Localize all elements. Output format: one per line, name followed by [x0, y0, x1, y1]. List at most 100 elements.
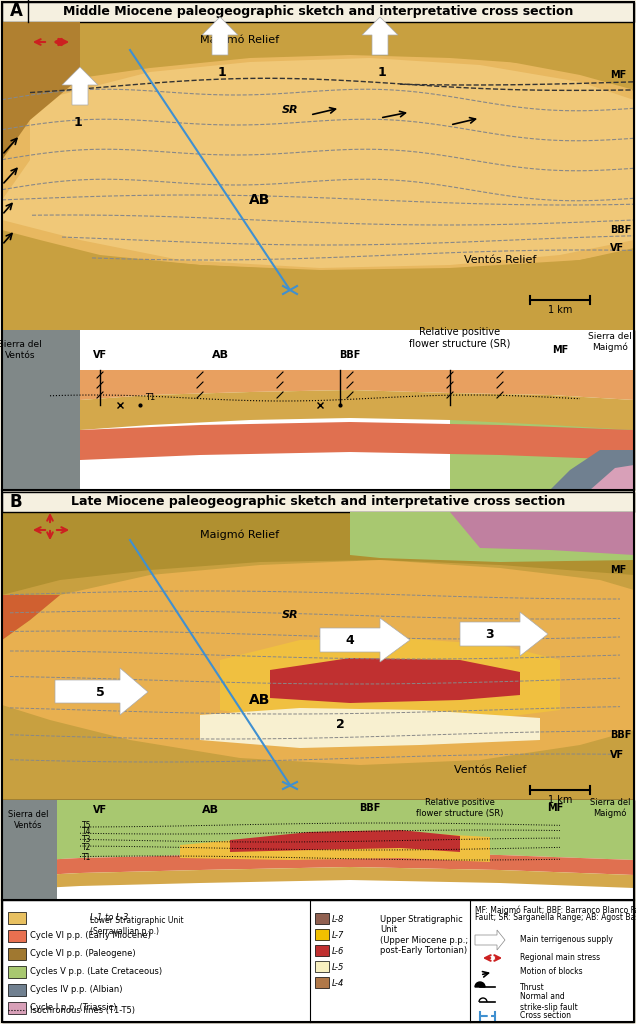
Polygon shape: [460, 612, 548, 656]
Bar: [8, 984, 26, 996]
Bar: [2, 330, 634, 490]
Polygon shape: [475, 930, 505, 950]
Text: Thrust: Thrust: [520, 982, 545, 991]
Text: Sierra del
Maigmó: Sierra del Maigmó: [590, 798, 630, 818]
Text: T4: T4: [82, 827, 92, 837]
Text: 1: 1: [74, 116, 83, 128]
Text: L-6: L-6: [332, 946, 344, 955]
Text: VF: VF: [610, 243, 624, 253]
Text: SR: SR: [282, 610, 298, 620]
Text: L-8: L-8: [332, 914, 344, 924]
Text: L-1 to L-3: L-1 to L-3: [90, 913, 128, 923]
Polygon shape: [200, 708, 540, 748]
Text: Cross section: Cross section: [520, 1012, 571, 1021]
Polygon shape: [2, 422, 634, 465]
Polygon shape: [450, 512, 634, 555]
Polygon shape: [270, 658, 520, 703]
Bar: [315, 977, 329, 988]
Text: AB: AB: [212, 350, 228, 360]
Polygon shape: [550, 450, 634, 490]
Polygon shape: [2, 867, 634, 890]
Polygon shape: [2, 800, 634, 862]
Polygon shape: [590, 465, 634, 490]
Bar: [315, 961, 329, 972]
Polygon shape: [362, 17, 398, 55]
Text: 2: 2: [336, 719, 344, 731]
Polygon shape: [450, 406, 634, 490]
Text: MF: MF: [610, 70, 626, 80]
Text: MF: MF: [610, 565, 626, 575]
Bar: [2, 492, 634, 512]
Bar: [2, 2, 634, 22]
Bar: [8, 966, 26, 978]
Text: Fault; SR: Sarganella Range; AB: Agost Basin: Fault; SR: Sarganella Range; AB: Agost B…: [475, 913, 636, 923]
Text: MF: MF: [552, 345, 568, 355]
Text: A: A: [10, 2, 22, 20]
Bar: [8, 948, 26, 961]
Text: AB: AB: [249, 193, 271, 207]
Bar: [2, 512, 634, 800]
Text: Sierra del
Ventós: Sierra del Ventós: [8, 810, 48, 829]
Text: Maigmó Relief: Maigmó Relief: [200, 35, 280, 45]
Text: Middle Miocene paleogeographic sketch and interpretative cross section: Middle Miocene paleogeographic sketch an…: [63, 4, 573, 17]
Text: Isochronous lines (T1-T5): Isochronous lines (T1-T5): [30, 1006, 135, 1015]
Text: Relative positive
flower structure (SR): Relative positive flower structure (SR): [417, 799, 504, 818]
Bar: [8, 930, 26, 942]
Wedge shape: [475, 982, 485, 987]
Text: Normal and
strike-slip fault: Normal and strike-slip fault: [520, 992, 577, 1012]
Bar: [8, 1002, 26, 1014]
Text: 1: 1: [378, 66, 387, 79]
Bar: [315, 913, 329, 924]
Text: 1 km: 1 km: [548, 305, 572, 315]
Text: Sierra del
Ventós: Sierra del Ventós: [0, 340, 42, 359]
Polygon shape: [180, 831, 490, 862]
Polygon shape: [350, 512, 634, 562]
Text: 1 km: 1 km: [548, 795, 572, 805]
Text: Ventós Relief: Ventós Relief: [464, 255, 536, 265]
Bar: [2, 900, 634, 1022]
Text: Motion of blocks: Motion of blocks: [520, 968, 583, 977]
Text: MF: Maigmó Fault; BBF: Barranco Blanco Fault; VF: Ventos: MF: Maigmó Fault; BBF: Barranco Blanco F…: [475, 905, 636, 914]
Text: Cycles V p.p. (Late Cretaceous): Cycles V p.p. (Late Cretaceous): [30, 968, 162, 977]
Polygon shape: [62, 67, 98, 105]
Text: 3: 3: [486, 628, 494, 640]
Text: VF: VF: [93, 805, 107, 815]
Text: BBF: BBF: [340, 350, 361, 360]
Polygon shape: [55, 668, 148, 715]
Text: AB: AB: [249, 693, 271, 707]
Text: B: B: [10, 493, 22, 511]
Polygon shape: [220, 638, 560, 725]
Polygon shape: [2, 852, 634, 877]
Text: T5: T5: [82, 820, 92, 829]
Text: 4: 4: [345, 634, 354, 646]
Text: BBF: BBF: [610, 730, 632, 740]
Text: Relative positive
flower structure (SR): Relative positive flower structure (SR): [410, 328, 511, 349]
Text: Late Miocene paleogeographic sketch and interpretative cross section: Late Miocene paleogeographic sketch and …: [71, 496, 565, 509]
Bar: [2, 800, 57, 900]
Text: MF: MF: [547, 803, 563, 813]
Text: Lower Stratigraphic Unit
(Serravallian p.p.): Lower Stratigraphic Unit (Serravallian p…: [90, 916, 184, 936]
Text: 5: 5: [95, 685, 104, 698]
Polygon shape: [2, 330, 80, 490]
Text: T2: T2: [82, 844, 92, 853]
Text: L-4: L-4: [332, 979, 344, 987]
Bar: [2, 22, 634, 330]
Bar: [315, 945, 329, 956]
Polygon shape: [2, 50, 634, 275]
Bar: [8, 912, 26, 924]
Polygon shape: [2, 22, 80, 160]
Text: VF: VF: [610, 750, 624, 760]
Polygon shape: [2, 22, 634, 95]
Polygon shape: [2, 595, 60, 640]
Text: BBF: BBF: [610, 225, 632, 234]
Text: Main terrigenous supply: Main terrigenous supply: [520, 936, 613, 944]
Text: Cycles IV p.p. (Albian): Cycles IV p.p. (Albian): [30, 985, 123, 994]
Text: Upper Stratigraphic
Unit
(Upper Miocene p.p.;
post-Early Tortonian): Upper Stratigraphic Unit (Upper Miocene …: [380, 914, 468, 955]
Polygon shape: [2, 560, 634, 765]
Polygon shape: [2, 58, 634, 268]
Text: Sierra del
Maigmó: Sierra del Maigmó: [588, 332, 632, 352]
Text: SR: SR: [282, 105, 298, 115]
Text: L-7: L-7: [332, 931, 344, 939]
Polygon shape: [2, 512, 634, 595]
Text: AB: AB: [202, 805, 219, 815]
